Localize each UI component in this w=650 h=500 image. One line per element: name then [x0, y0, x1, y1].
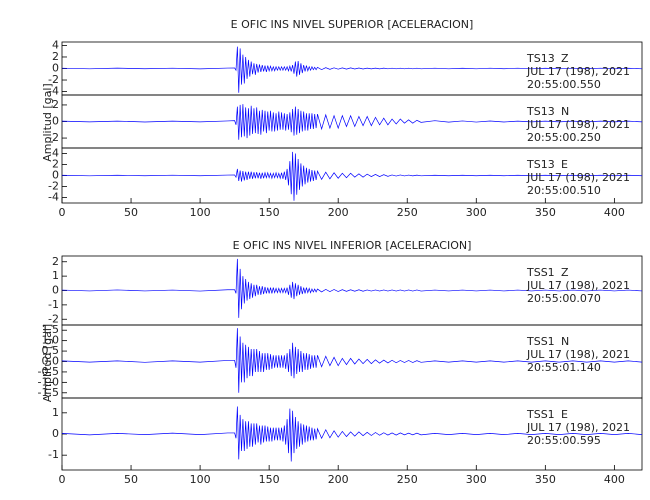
y-tick-label: 2: [52, 158, 59, 171]
component-label: E: [561, 158, 568, 171]
y-tick-label: -1.0: [38, 375, 59, 388]
y-tick-label: -2: [48, 312, 59, 325]
y-tick-label: 0: [52, 115, 59, 128]
x-tick-label: 250: [397, 473, 418, 486]
y-tick-label: 2: [52, 255, 59, 268]
x-tick-label: 300: [466, 206, 487, 219]
y-tick-label: 2: [52, 50, 59, 63]
station-label: TSS1: [526, 266, 555, 279]
y-tick-label: 0.0: [42, 355, 60, 368]
waveform: [61, 104, 643, 140]
y-tick-label: 1: [52, 406, 59, 419]
x-tick-label: 150: [259, 206, 280, 219]
waveform: [61, 46, 643, 93]
station-label: TSS1: [526, 408, 555, 421]
component-label: N: [561, 335, 569, 348]
x-tick-label: 400: [604, 473, 625, 486]
y-tick-label: -2: [48, 73, 59, 86]
y-axis-label: Amplitud [gal]: [41, 83, 54, 161]
date-label: JUL 17 (198), 2021: [526, 348, 630, 361]
x-tick-label: 50: [124, 206, 138, 219]
station-label: TSS1: [526, 335, 555, 348]
x-tick-label: 150: [259, 473, 280, 486]
y-tick-label: 1.5: [42, 323, 60, 336]
y-axis-label: Amplitud [gal]: [41, 324, 54, 402]
date-label: JUL 17 (198), 2021: [526, 118, 630, 131]
x-tick-label: 200: [328, 473, 349, 486]
y-tick-label: -1: [48, 298, 59, 311]
y-tick-label: -0.5: [38, 365, 59, 378]
y-tick-label: -1.5: [38, 386, 59, 399]
x-tick-label: 400: [604, 206, 625, 219]
y-tick-label: 0: [52, 284, 59, 297]
x-tick-label: 300: [466, 473, 487, 486]
station-label: TS13: [526, 105, 555, 118]
waveform: [61, 151, 643, 201]
component-label: Z: [561, 52, 569, 65]
time-label: 20:55:00.550: [527, 78, 601, 91]
station-label: TS13: [526, 158, 555, 171]
waveform: [61, 258, 643, 318]
chart-title: E OFIC INS NIVEL INFERIOR [ACELERACION]: [233, 239, 472, 252]
component-label: Z: [561, 266, 569, 279]
x-tick-label: 0: [59, 473, 66, 486]
date-label: JUL 17 (198), 2021: [526, 279, 630, 292]
y-tick-label: -2: [48, 180, 59, 193]
x-tick-label: 100: [190, 206, 211, 219]
y-tick-label: -4: [48, 85, 59, 98]
chart-title: E OFIC INS NIVEL SUPERIOR [ACELERACION]: [231, 18, 474, 31]
waveform: [61, 406, 643, 462]
x-tick-label: 50: [124, 473, 138, 486]
station-label: TS13: [526, 52, 555, 65]
date-label: JUL 17 (198), 2021: [526, 65, 630, 78]
y-tick-label: 1: [52, 269, 59, 282]
x-tick-label: 250: [397, 206, 418, 219]
time-label: 20:55:00.595: [527, 434, 601, 447]
y-tick-label: 4: [52, 147, 59, 160]
y-tick-label: -2: [48, 131, 59, 144]
x-tick-label: 350: [535, 206, 556, 219]
waveform: [61, 328, 643, 393]
y-tick-label: 0: [52, 169, 59, 182]
y-tick-label: 2: [52, 98, 59, 111]
y-tick-label: 0: [52, 62, 59, 75]
x-tick-label: 100: [190, 473, 211, 486]
y-tick-label: 4: [52, 38, 59, 51]
component-label: E: [561, 408, 568, 421]
date-label: JUL 17 (198), 2021: [526, 171, 630, 184]
time-label: 20:55:00.070: [527, 292, 601, 305]
x-tick-label: 350: [535, 473, 556, 486]
y-tick-label: 0.5: [42, 344, 60, 357]
y-tick-label: -1: [48, 448, 59, 461]
x-tick-label: 0: [59, 206, 66, 219]
time-label: 20:55:00.510: [527, 184, 601, 197]
time-label: 20:55:00.250: [527, 131, 601, 144]
y-tick-label: 0: [52, 427, 59, 440]
time-label: 20:55:01.140: [527, 361, 601, 374]
date-label: JUL 17 (198), 2021: [526, 421, 630, 434]
component-label: N: [561, 105, 569, 118]
y-tick-label: 1.0: [42, 334, 60, 347]
x-tick-label: 200: [328, 206, 349, 219]
y-tick-label: -4: [48, 191, 59, 204]
